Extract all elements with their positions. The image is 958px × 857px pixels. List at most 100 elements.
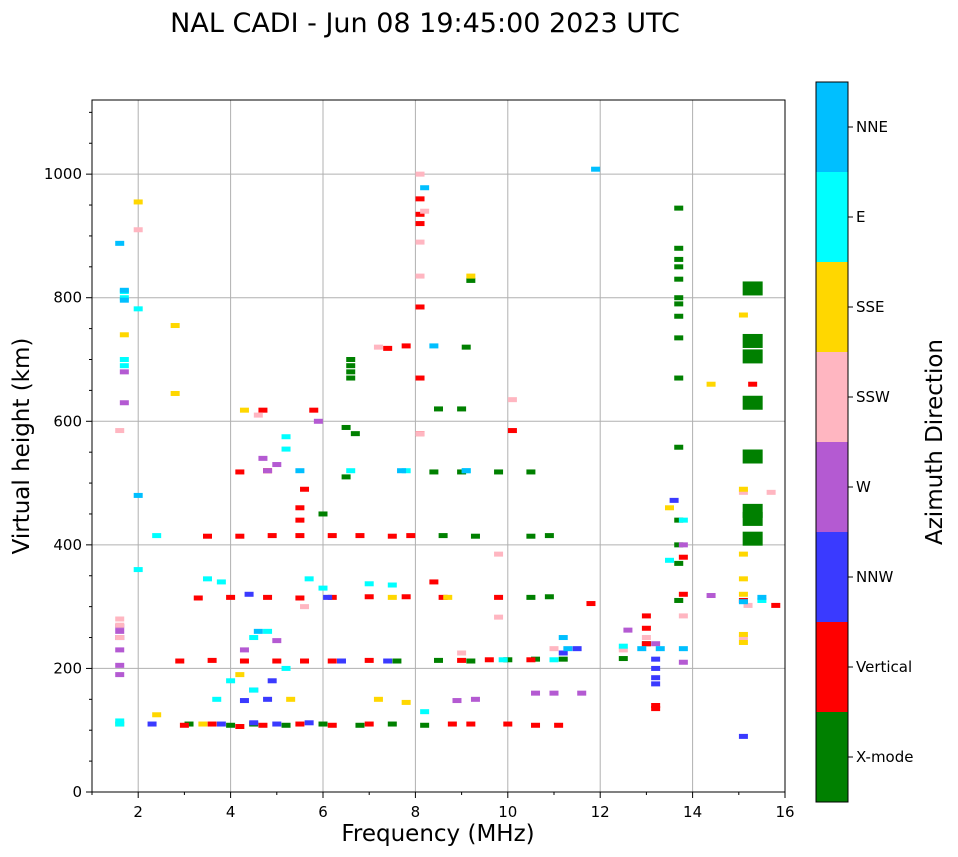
data-point — [415, 239, 425, 245]
data-point — [678, 613, 688, 619]
data-point — [346, 369, 356, 375]
data-point — [249, 720, 259, 726]
data-point — [392, 658, 402, 664]
data-point — [295, 468, 305, 474]
data-point — [397, 468, 407, 474]
data-point — [272, 721, 282, 727]
data-point — [281, 434, 291, 440]
data-point — [119, 363, 129, 369]
data-point — [470, 533, 480, 539]
data-point — [498, 657, 508, 663]
colorbar-label-e: E — [856, 208, 865, 226]
data-point — [494, 551, 504, 557]
data-point — [295, 595, 305, 601]
data-point — [674, 597, 684, 603]
data-point — [415, 171, 425, 177]
data-point — [253, 412, 263, 418]
data-point — [119, 369, 129, 375]
x-tick-label: 10 — [498, 803, 517, 821]
data-point — [757, 594, 767, 600]
data-point — [452, 698, 462, 704]
data-point — [415, 375, 425, 381]
data-point — [239, 698, 249, 704]
data-point — [669, 497, 679, 503]
data-point — [318, 585, 328, 591]
colorbar-label-ssw: SSW — [856, 388, 890, 406]
data-point — [674, 335, 684, 341]
data-point — [346, 357, 356, 362]
data-point — [170, 390, 180, 396]
data-point — [623, 627, 633, 633]
data-point — [766, 489, 776, 495]
data-point — [401, 468, 411, 474]
data-point — [641, 641, 651, 647]
data-point — [651, 641, 661, 647]
data-point — [738, 486, 748, 492]
data-point — [742, 333, 763, 348]
data-point — [198, 721, 208, 727]
data-point — [526, 594, 536, 600]
data-point — [651, 656, 661, 662]
data-point — [457, 650, 467, 656]
data-point — [119, 357, 129, 362]
data-point — [373, 696, 383, 702]
data-point — [179, 722, 189, 728]
data-point — [387, 582, 397, 588]
data-point — [420, 208, 430, 214]
data-point — [706, 593, 716, 599]
data-point — [415, 431, 425, 437]
data-point — [447, 721, 457, 727]
data-point — [678, 659, 688, 665]
x-tick-label: 16 — [775, 803, 794, 821]
data-point — [507, 397, 517, 403]
data-point — [674, 542, 684, 548]
data-point — [674, 301, 684, 307]
y-axis-label: Virtual height (km) — [9, 338, 35, 555]
data-point — [235, 724, 245, 730]
y-axis-ticks: 0 200 400 600 800 1000 — [44, 111, 92, 801]
y-tick-label: 800 — [53, 289, 82, 307]
data-point — [383, 658, 393, 664]
data-point — [373, 344, 383, 350]
data-point — [364, 721, 374, 727]
data-point — [244, 591, 254, 597]
data-point — [674, 313, 684, 319]
data-point — [249, 635, 259, 641]
data-point — [738, 489, 748, 495]
data-point — [119, 332, 129, 338]
x-tick-label: 4 — [226, 803, 236, 821]
data-point — [355, 722, 365, 728]
data-point — [738, 733, 748, 739]
data-point — [119, 297, 129, 303]
data-point — [678, 517, 688, 523]
data-point — [526, 657, 536, 663]
data-point — [327, 533, 337, 539]
data-point — [438, 533, 448, 539]
data-point — [665, 505, 674, 511]
data-point — [272, 462, 282, 468]
colorbar-segment — [816, 352, 848, 442]
data-point — [115, 672, 125, 678]
data-point — [170, 323, 180, 329]
colorbar-segment — [816, 712, 848, 802]
data-point — [341, 474, 351, 480]
data-point — [286, 696, 296, 702]
data-point — [115, 622, 125, 628]
data-point — [133, 227, 143, 233]
series-ssw — [115, 171, 776, 656]
data-point — [706, 381, 716, 387]
data-point — [771, 602, 781, 608]
data-point — [461, 468, 471, 474]
data-point — [618, 643, 628, 649]
data-point — [577, 690, 587, 696]
data-point — [544, 533, 554, 539]
data-point — [115, 718, 125, 724]
data-point — [355, 533, 365, 539]
data-point — [674, 295, 684, 301]
data-point — [175, 658, 185, 664]
data-point — [641, 625, 651, 631]
data-point — [738, 551, 748, 557]
data-point — [313, 418, 323, 424]
data-point — [466, 273, 476, 279]
